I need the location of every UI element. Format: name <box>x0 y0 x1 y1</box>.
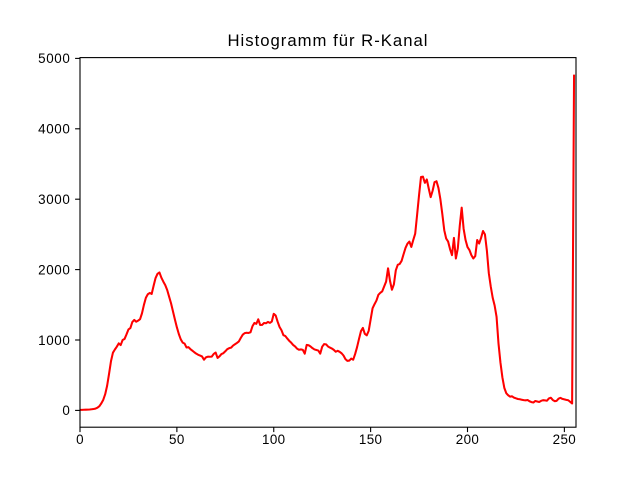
svg-text:4000: 4000 <box>38 122 70 137</box>
svg-text:250: 250 <box>553 432 577 447</box>
svg-text:Histogramm für R-Kanal: Histogramm für R-Kanal <box>228 31 429 50</box>
svg-text:2000: 2000 <box>38 262 70 277</box>
svg-text:1000: 1000 <box>38 333 70 348</box>
svg-text:3000: 3000 <box>38 192 70 207</box>
svg-text:0: 0 <box>76 432 84 447</box>
svg-text:50: 50 <box>169 432 185 447</box>
svg-text:200: 200 <box>456 432 480 447</box>
svg-text:5000: 5000 <box>38 51 70 66</box>
svg-text:0: 0 <box>62 403 70 418</box>
svg-text:100: 100 <box>262 432 286 447</box>
svg-text:150: 150 <box>359 432 383 447</box>
